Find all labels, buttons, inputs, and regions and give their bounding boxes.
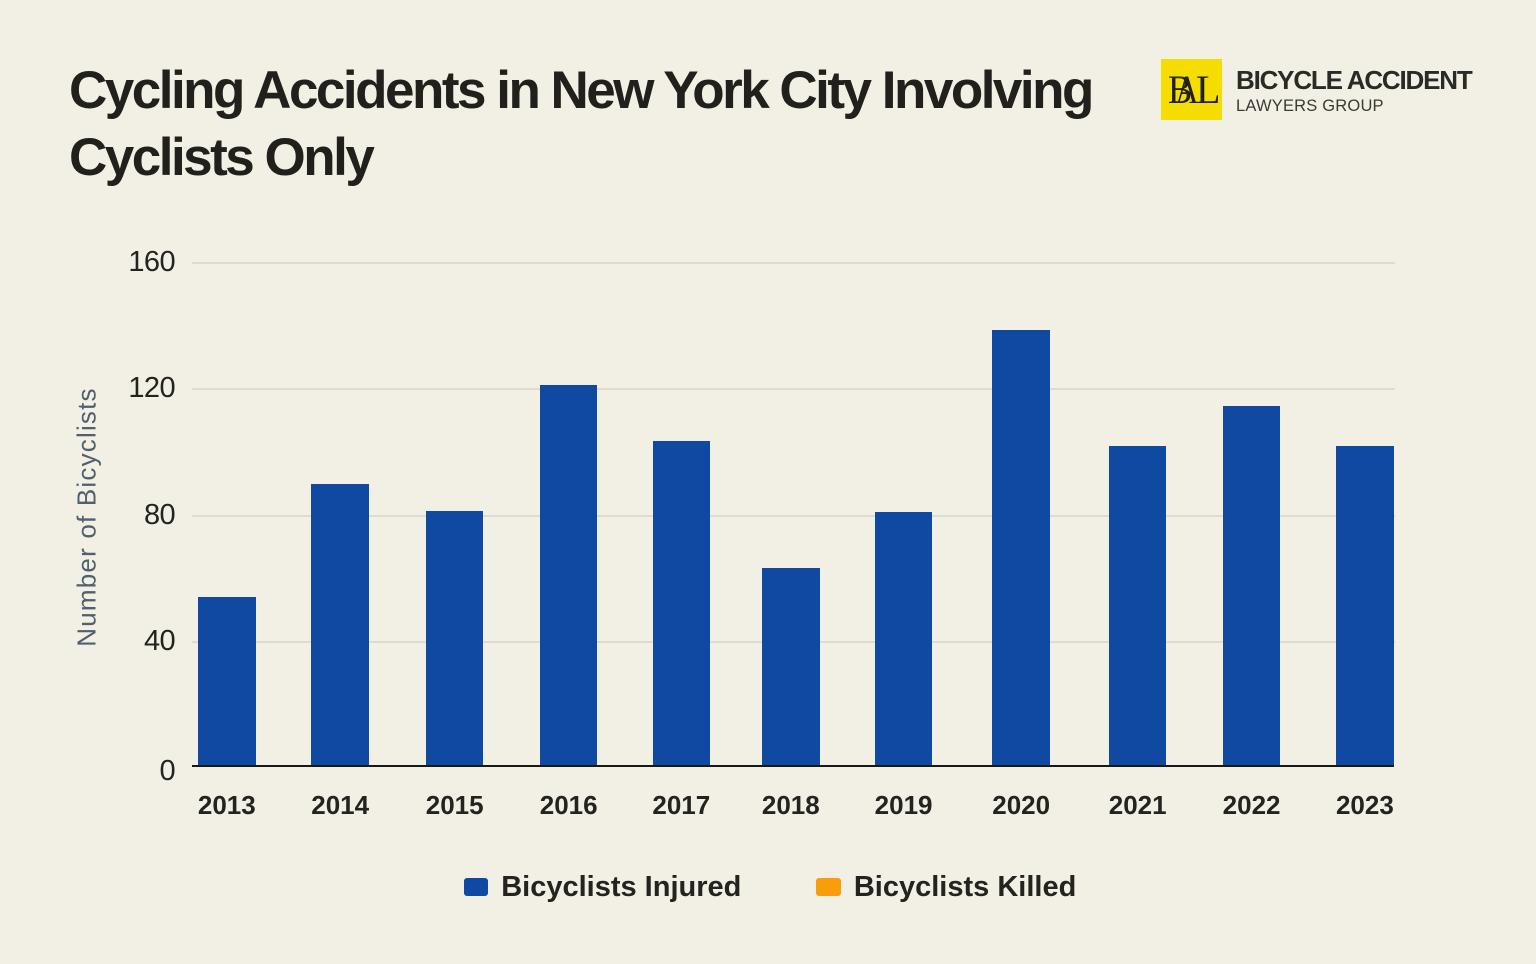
svg-text:A: A <box>1175 68 1198 112</box>
svg-text:L: L <box>1196 67 1220 112</box>
svg-text:B: B <box>1168 68 1192 112</box>
